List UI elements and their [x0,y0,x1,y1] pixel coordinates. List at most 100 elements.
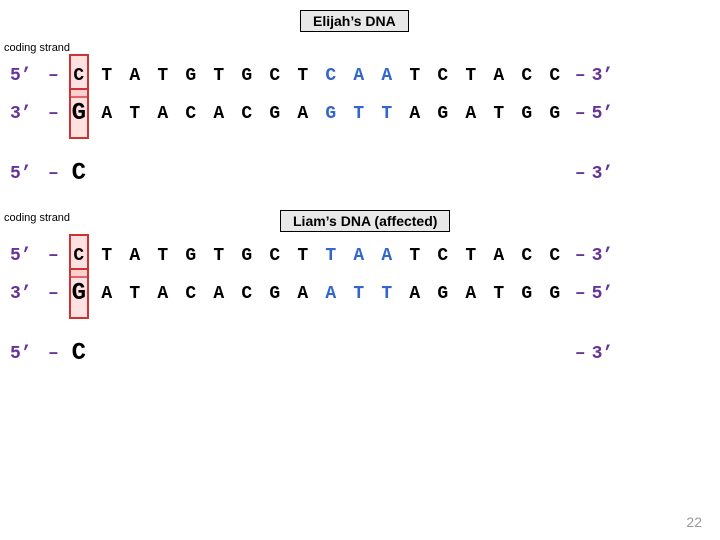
dash: – [48,246,59,266]
base: T [149,66,177,86]
dash: – [575,104,586,124]
base: A [149,104,177,124]
base: A [205,104,233,124]
end-label: 5’ [592,104,624,124]
base: C [177,104,205,124]
base: G [541,284,569,304]
base: T [485,284,513,304]
base: T [121,284,149,304]
base: T [93,246,121,266]
base: C [541,246,569,266]
base: A [401,284,429,304]
base: G [429,284,457,304]
base: G [233,246,261,266]
base: A [457,284,485,304]
dash: – [575,164,586,184]
base: A [93,284,121,304]
base: T [317,246,345,266]
base: T [457,66,485,86]
elijah-strand-3: 5’–C–3’ [10,160,624,187]
end-label: 3’ [592,344,624,364]
base: T [485,104,513,124]
base: A [317,284,345,304]
end-label: 5’ [592,284,624,304]
base: A [289,104,317,124]
base: G [233,66,261,86]
dash: – [575,344,586,364]
base: G [541,104,569,124]
base: G [317,104,345,124]
dash: – [48,344,59,364]
base: C [317,66,345,86]
base: C [429,246,457,266]
base: G [177,66,205,86]
base: C [233,284,261,304]
elijah-strand-2: 3’–GATACACGAGTTAGATGG–5’ [10,100,624,127]
base: C [541,66,569,86]
liam-strand-2: 3’–GATACACGAATTAGATGG–5’ [10,280,624,307]
base: G [65,280,93,307]
dash: – [575,246,586,266]
page-number: 22 [686,514,702,530]
end-label: 5’ [10,344,42,364]
base: A [485,66,513,86]
end-label: 5’ [10,66,42,86]
base: T [149,246,177,266]
end-label: 3’ [10,284,42,304]
end-label: 3’ [592,66,624,86]
base: C [261,246,289,266]
base: T [121,104,149,124]
base: T [345,104,373,124]
end-label: 5’ [10,164,42,184]
base: T [289,66,317,86]
base: T [345,284,373,304]
title-liam: Liam’s DNA (affected) [280,210,450,232]
base: A [149,284,177,304]
base: A [121,66,149,86]
base: T [373,284,401,304]
base: G [261,104,289,124]
dash: – [48,66,59,86]
base: A [457,104,485,124]
base: A [401,104,429,124]
base: T [401,66,429,86]
base: C [513,66,541,86]
end-label: 3’ [10,104,42,124]
coding-label-1: coding strand [4,42,70,54]
end-label: 5’ [10,246,42,266]
title-elijah: Elijah’s DNA [300,10,409,32]
base: T [93,66,121,86]
base: C [513,246,541,266]
base: A [345,246,373,266]
base: A [289,284,317,304]
base: G [65,100,93,127]
base: T [401,246,429,266]
base: G [513,284,541,304]
base: C [65,340,93,367]
liam-strand-1: 5’–CTATGTGCTTAATCTACC–3’ [10,246,624,266]
base: C [65,160,93,187]
base: C [429,66,457,86]
base: T [373,104,401,124]
elijah-strand-1: 5’–CTATGTGCTCAATCTACC–3’ [10,66,624,86]
base: G [513,104,541,124]
base: A [485,246,513,266]
base: T [205,246,233,266]
base: C [65,246,93,266]
base: A [373,66,401,86]
dash: – [48,164,59,184]
coding-label-2: coding strand [4,212,70,224]
end-label: 3’ [592,164,624,184]
dash: – [575,66,586,86]
base: A [121,246,149,266]
dash: – [575,284,586,304]
base: G [429,104,457,124]
base: C [261,66,289,86]
base: G [261,284,289,304]
base: A [93,104,121,124]
base: T [289,246,317,266]
base: A [373,246,401,266]
dash: – [48,284,59,304]
base: C [65,66,93,86]
base: A [345,66,373,86]
